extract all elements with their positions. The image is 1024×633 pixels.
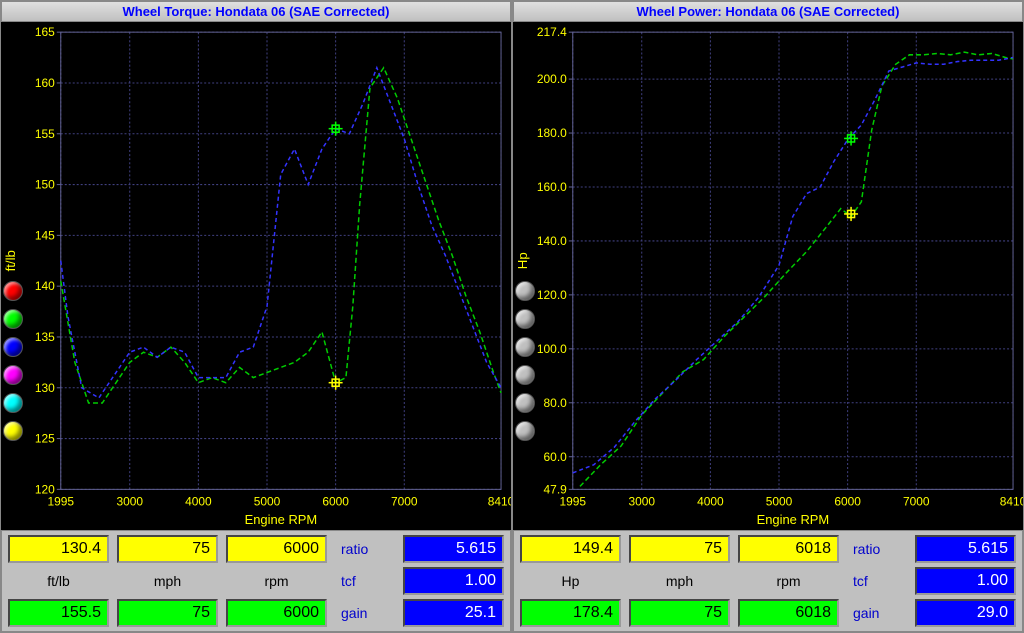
val-tcf-r: 1.00 [915,567,1016,595]
power-title: Wheel Power: Hondata 06 (SAE Corrected) [513,1,1023,22]
svg-text:180.0: 180.0 [537,126,567,140]
power-gval3: 6018 [738,599,839,627]
svg-text:7000: 7000 [903,495,930,509]
unit-ftlb: ft/lb [8,571,109,591]
power-panel: Wheel Power: Hondata 06 (SAE Corrected) … [512,0,1024,633]
svg-text:130: 130 [35,381,55,395]
svg-text:Engine RPM: Engine RPM [757,512,830,527]
svg-text:200.0: 200.0 [537,72,567,86]
power-gval1: 178.4 [520,599,621,627]
svg-text:8410: 8410 [488,495,511,509]
svg-text:160.0: 160.0 [537,180,567,194]
svg-text:140.0: 140.0 [537,234,567,248]
torque-val3: 6000 [226,535,327,563]
svg-text:ft/lb: ft/lb [3,250,18,271]
torque-gval3: 6000 [226,599,327,627]
svg-text:3000: 3000 [628,495,655,509]
unit-mph-r: mph [629,571,730,591]
power-svg: 1995 3000 4000 5000 6000 7000 8410 47.9 60.0 80.0… [513,22,1023,530]
legend-ball-icon[interactable] [3,309,23,329]
power-val3: 6018 [738,535,839,563]
svg-text:8410: 8410 [1000,495,1023,509]
legend-ball-icon[interactable] [3,365,23,385]
val-gain-r: 29.0 [915,599,1016,627]
label-tcf: tcf [335,573,395,589]
svg-text:1995: 1995 [47,495,74,509]
val-gain: 25.1 [403,599,504,627]
svg-text:140: 140 [35,279,55,293]
power-val2: 75 [629,535,730,563]
val-ratio-r: 5.615 [915,535,1016,563]
svg-text:4000: 4000 [185,495,212,509]
svg-text:145: 145 [35,228,55,242]
svg-text:Engine RPM: Engine RPM [245,512,318,527]
label-gain-r: gain [847,605,907,621]
unit-rpm: rpm [226,571,327,591]
svg-text:4000: 4000 [697,495,724,509]
label-ratio: ratio [335,541,395,557]
legend-ball-icon[interactable] [3,337,23,357]
unit-rpm-r: rpm [738,571,839,591]
svg-text:125: 125 [35,432,55,446]
svg-text:3000: 3000 [116,495,143,509]
svg-text:217.4: 217.4 [537,25,567,39]
torque-val1: 130.4 [8,535,109,563]
svg-text:155: 155 [35,127,55,141]
torque-gval1: 155.5 [8,599,109,627]
label-ratio-r: ratio [847,541,907,557]
unit-hp: Hp [520,571,621,591]
svg-text:5000: 5000 [766,495,793,509]
label-gain: gain [335,605,395,621]
legend-ball-icon[interactable] [3,393,23,413]
legend-ball-icon[interactable] [515,365,535,385]
svg-text:6000: 6000 [834,495,861,509]
svg-text:6000: 6000 [322,495,349,509]
legend-ball-icon[interactable] [3,281,23,301]
svg-text:120.0: 120.0 [537,288,567,302]
svg-text:80.0: 80.0 [544,396,568,410]
power-chart: 1995 3000 4000 5000 6000 7000 8410 47.9 60.0 80.0… [513,22,1023,530]
legend-ball-icon[interactable] [515,337,535,357]
legend-ball-icon[interactable] [515,309,535,329]
svg-text:100.0: 100.0 [537,342,567,356]
torque-title: Wheel Torque: Hondata 06 (SAE Corrected) [1,1,511,22]
legend-ball-icon[interactable] [515,393,535,413]
torque-gval2: 75 [117,599,218,627]
svg-text:1995: 1995 [559,495,586,509]
val-ratio: 5.615 [403,535,504,563]
torque-svg: 1995 3000 4000 5000 6000 7000 8410 120 125 130 135… [1,22,511,530]
svg-text:120: 120 [35,482,55,496]
svg-text:135: 135 [35,330,55,344]
svg-text:60.0: 60.0 [544,450,568,464]
svg-text:165: 165 [35,25,55,39]
svg-text:150: 150 [35,178,55,192]
svg-text:47.9: 47.9 [544,482,568,496]
power-gval2: 75 [629,599,730,627]
svg-text:7000: 7000 [391,495,418,509]
legend-ball-icon[interactable] [515,421,535,441]
svg-text:160: 160 [35,76,55,90]
torque-chart: 1995 3000 4000 5000 6000 7000 8410 120 125 130 135… [1,22,511,530]
power-footer: 149.4 75 6018 ratio 5.615 Hp mph rpm tcf… [513,530,1023,632]
torque-panel: Wheel Torque: Hondata 06 (SAE Corrected)… [0,0,512,633]
svg-text:5000: 5000 [254,495,281,509]
torque-val2: 75 [117,535,218,563]
legend-ball-icon[interactable] [3,421,23,441]
unit-mph: mph [117,571,218,591]
svg-text:Hp: Hp [515,252,530,269]
torque-footer: 130.4 75 6000 ratio 5.615 ft/lb mph rpm … [1,530,511,632]
legend-ball-icon[interactable] [515,281,535,301]
label-tcf-r: tcf [847,573,907,589]
power-val1: 149.4 [520,535,621,563]
val-tcf: 1.00 [403,567,504,595]
